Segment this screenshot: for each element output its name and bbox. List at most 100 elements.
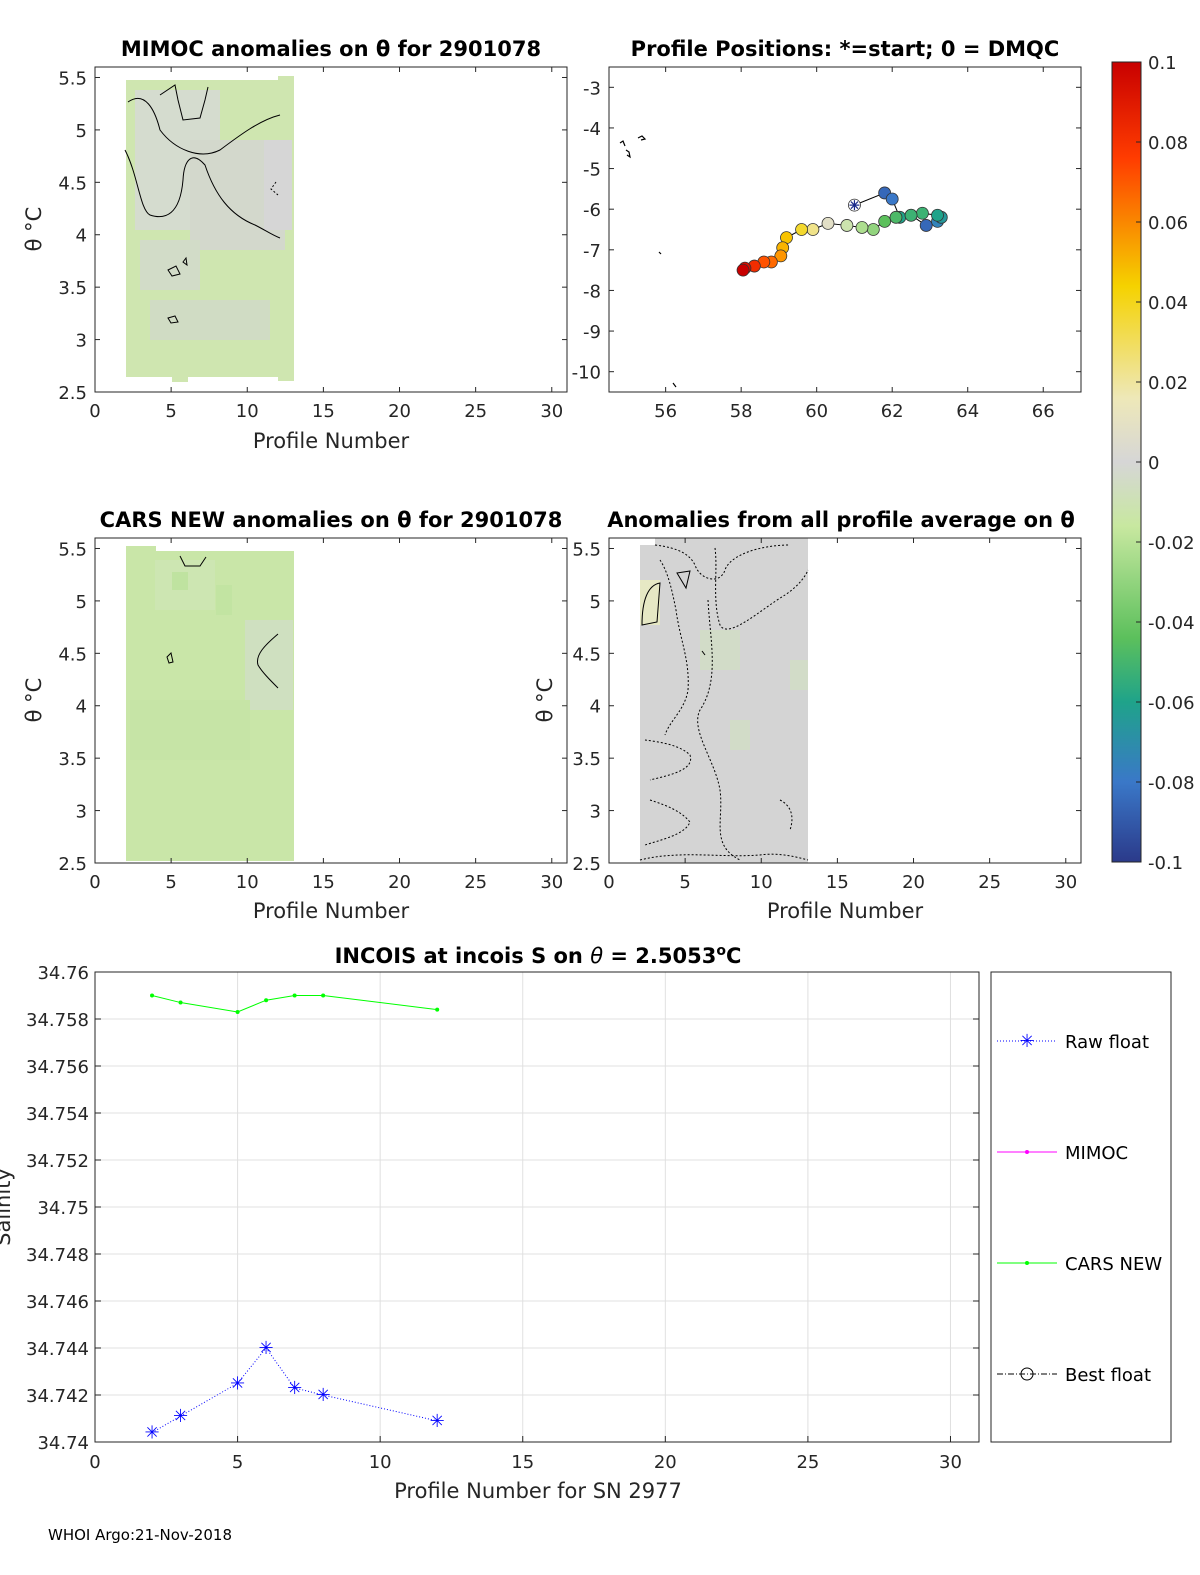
colorbar: 0.1 0.08 0.06 0.04 0.02 0 -0.02 -0.04 -0.06 -0.08…	[1111, 53, 1195, 874]
positions-title: Profile Positions: *=start; 0 = DMQC	[631, 37, 1060, 61]
y-tick-label: 3	[76, 331, 87, 352]
y-tick-label: 34.744	[26, 1339, 89, 1360]
cars-new-point	[264, 998, 269, 1003]
y-tick-label: 4	[590, 697, 601, 718]
x-tick-label: 20	[388, 872, 411, 893]
profile-point	[736, 263, 750, 277]
y-tick-label: 3	[76, 802, 87, 823]
profile-point	[885, 192, 899, 206]
x-tick-label: 10	[750, 872, 773, 893]
legend-item-cars-new: CARS NEW	[997, 1254, 1162, 1275]
y-tick-label: 3.5	[58, 749, 87, 770]
cars-new-point	[321, 993, 326, 998]
profile-point	[855, 221, 869, 234]
allavg-ticks: 0 5 10 15 20 25 30 2.5 3 3.5 4 4.5 5 5.5	[572, 538, 1081, 893]
x-tick-label: 5	[232, 1452, 243, 1473]
y-tick-label: 3.5	[58, 278, 87, 299]
y-tick-label: 4.5	[58, 644, 87, 665]
colorbar-tick-label: 0.02	[1148, 373, 1188, 394]
x-tick-label: 25	[978, 872, 1001, 893]
y-tick-label: 5.5	[58, 539, 87, 560]
x-tick-label: 25	[464, 872, 487, 893]
y-tick-label: -8	[583, 281, 601, 302]
y-tick-label: 2.5	[572, 854, 601, 875]
y-tick-label: 34.754	[26, 1104, 89, 1125]
x-tick-label: 0	[89, 872, 100, 893]
y-tick-label: 4	[76, 697, 87, 718]
y-tick-label: -10	[572, 363, 601, 384]
cars-xlabel: Profile Number	[253, 899, 410, 923]
asterisk-marker-icon: ✳	[1019, 1031, 1034, 1052]
y-tick-label: -3	[583, 78, 601, 99]
start-asterisk-stroke	[850, 201, 859, 210]
positions-panel: Profile Positions: *=start; 0 = DMQC 56 5…	[572, 37, 1082, 422]
colorbar-tick-label: 0.04	[1148, 293, 1188, 314]
x-tick-label: 20	[902, 872, 925, 893]
y-tick-label: 34.752	[26, 1151, 89, 1172]
x-tick-label: 5	[679, 872, 690, 893]
y-tick-label: 3	[590, 802, 601, 823]
x-tick-label: 30	[540, 401, 563, 422]
colorbar-tick-label: -0.06	[1148, 693, 1195, 714]
x-tick-label: 10	[236, 401, 259, 422]
x-tick-label: 58	[730, 401, 753, 422]
legend-item-best-float: Best float	[997, 1365, 1151, 1386]
cars-title: CARS NEW anomalies on θ for 2901078	[100, 508, 563, 532]
raw-float-point: ✳	[430, 1411, 445, 1432]
dot-marker-icon	[1025, 1261, 1029, 1265]
raw-float-point: ✳	[144, 1423, 159, 1444]
salinity-xlabel: Profile Number for SN 2977	[394, 1479, 682, 1503]
x-tick-label: 56	[654, 401, 677, 422]
legend-box	[990, 971, 1172, 1443]
colorbar-tick-label: 0	[1148, 453, 1159, 474]
footer-note: WHOI Argo:21-Nov-2018	[48, 1526, 232, 1544]
y-tick-label: 34.742	[26, 1386, 89, 1407]
raw-float-point: ✳	[287, 1378, 302, 1399]
x-tick-label: 0	[89, 401, 100, 422]
colorbar-tick-label: 0.1	[1148, 53, 1177, 74]
y-tick-label: 5.5	[572, 539, 601, 560]
mimoc-axes-box	[94, 66, 568, 393]
y-tick-label: 4.5	[572, 644, 601, 665]
y-tick-label: 34.756	[26, 1057, 89, 1078]
salinity-series: ✳ ✳ ✳ ✳ ✳ ✳ ✳	[144, 993, 445, 1444]
raw-float-point: ✳	[316, 1385, 331, 1406]
salinity-title: INCOIS at incois S on θ = 2.5053oC	[335, 943, 742, 968]
cars-ticks: 0 5 10 15 20 25 30 2.5 3 3.5 4 4.5 5 5.5	[58, 538, 567, 893]
y-tick-label: 34.75	[37, 1198, 89, 1219]
x-tick-label: 10	[236, 872, 259, 893]
legend-label: CARS NEW	[1065, 1254, 1162, 1275]
x-tick-label: 64	[956, 401, 979, 422]
mimoc-ticks: 0 5 10 15 20 25 30 2.5 3 3.5 4 4.5 5 5.5	[58, 67, 567, 422]
profile-point	[866, 223, 880, 236]
cars-new-point	[150, 993, 155, 998]
mimoc-panel: MIMOC anomalies on θ for 2901078 0 5 10 15 2…	[22, 37, 568, 453]
cars-ylabel: θ °C	[22, 678, 46, 723]
legend-label: Raw float	[1065, 1032, 1149, 1053]
coastline-islands	[619, 135, 677, 388]
x-tick-label: 25	[464, 401, 487, 422]
x-tick-label: 5	[165, 872, 176, 893]
dot-marker-icon	[1025, 1150, 1029, 1154]
x-tick-label: 15	[511, 1452, 534, 1473]
y-tick-label: 2.5	[58, 383, 87, 404]
cars-new-point	[235, 1009, 240, 1014]
x-tick-label: 0	[89, 1452, 100, 1473]
cars-panel: CARS NEW anomalies on θ for 2901078 0 5 10…	[22, 508, 568, 923]
profile-point	[889, 210, 903, 224]
colorbar-tick-label: 0.08	[1148, 133, 1188, 154]
raw-float-point: ✳	[230, 1373, 245, 1394]
y-tick-label: 34.76	[37, 963, 89, 984]
legend-label: Best float	[1065, 1365, 1151, 1386]
y-tick-label: 5	[76, 592, 87, 613]
colorbar-tick-label: -0.04	[1148, 613, 1195, 634]
legend-label: MIMOC	[1065, 1143, 1128, 1164]
x-tick-label: 5	[165, 401, 176, 422]
allavg-xlabel: Profile Number	[767, 899, 924, 923]
salinity-ylabel: Salinity	[0, 1168, 15, 1246]
profile-point	[931, 208, 944, 222]
allavg-panel: Anomalies from all profile average on θ	[533, 508, 1082, 923]
salinity-ticks: 0 5 10 15 20 25 30 34.74 34.742 34.744 34.746 34.74…	[26, 963, 979, 1473]
cars-new-point	[178, 1000, 183, 1005]
